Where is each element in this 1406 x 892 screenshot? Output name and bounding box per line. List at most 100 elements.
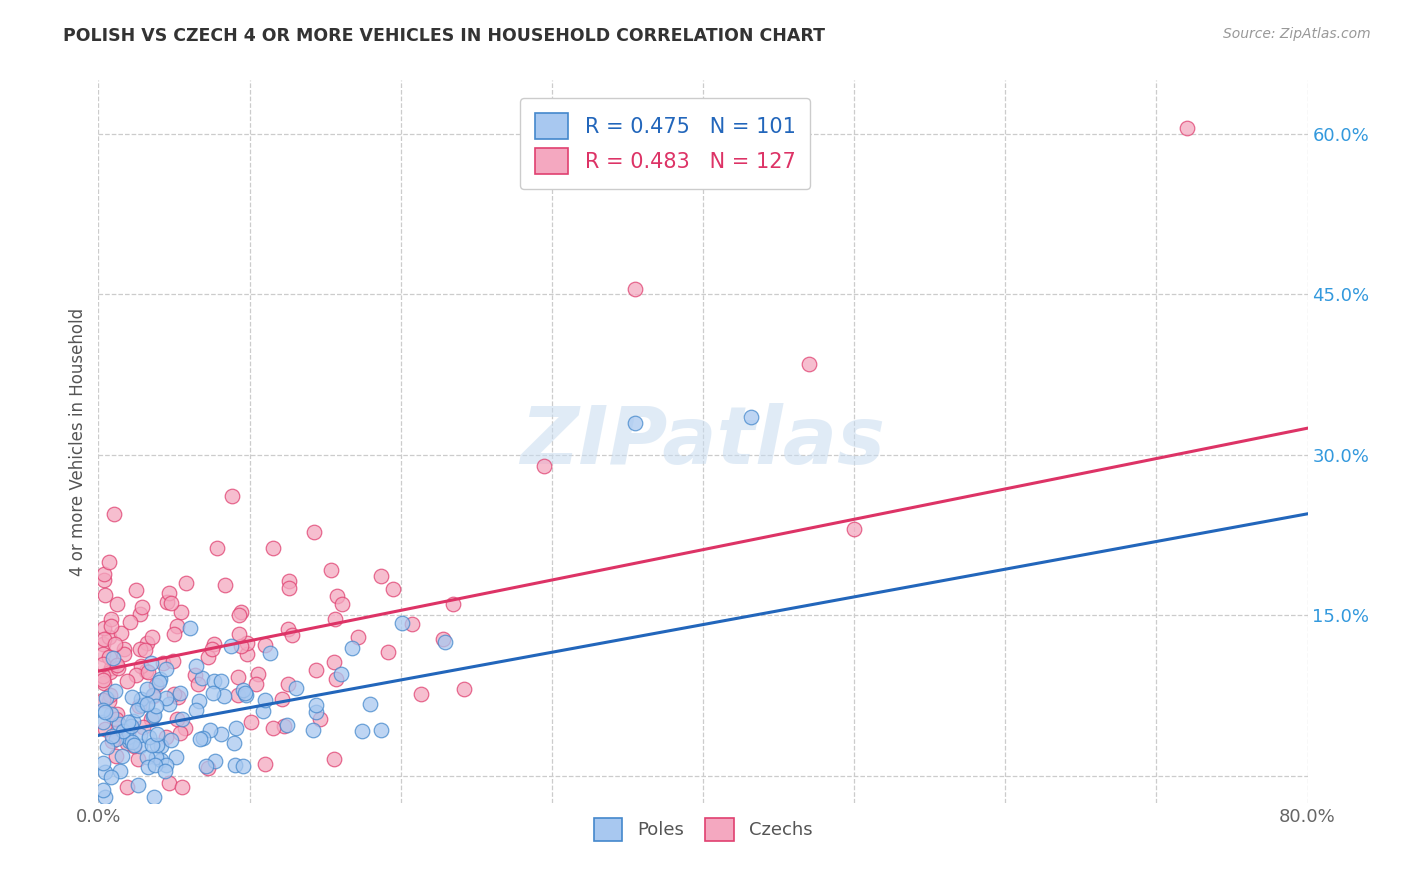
Point xyxy=(91,657,114,671)
Point xyxy=(93,573,115,587)
Point xyxy=(146,727,169,741)
Point xyxy=(233,686,256,700)
Point xyxy=(225,721,247,735)
Point xyxy=(107,706,129,721)
Point xyxy=(166,619,188,633)
Point xyxy=(93,676,115,690)
Point xyxy=(232,683,254,698)
Point xyxy=(330,597,353,611)
Point xyxy=(105,658,128,673)
Point xyxy=(276,717,298,731)
Point xyxy=(93,567,115,582)
Point xyxy=(219,639,242,653)
Point xyxy=(322,655,344,669)
Point xyxy=(165,749,187,764)
Point xyxy=(231,640,253,654)
Point xyxy=(231,605,253,619)
Text: POLISH VS CZECH 4 OR MORE VEHICLES IN HOUSEHOLD CORRELATION CHART: POLISH VS CZECH 4 OR MORE VEHICLES IN HO… xyxy=(63,27,825,45)
Point xyxy=(107,661,129,675)
Point xyxy=(305,663,328,677)
Point xyxy=(201,686,224,700)
Point xyxy=(197,650,219,665)
Point xyxy=(377,645,399,659)
Point xyxy=(740,410,762,425)
Point xyxy=(184,702,207,716)
Point xyxy=(197,761,219,775)
Point xyxy=(163,626,186,640)
Point xyxy=(624,282,647,296)
Point xyxy=(115,673,138,688)
Point xyxy=(132,720,155,734)
Point xyxy=(200,723,222,737)
Point xyxy=(305,705,328,719)
Point xyxy=(115,736,138,750)
Point xyxy=(624,416,647,430)
Point xyxy=(169,686,191,700)
Point xyxy=(159,732,181,747)
Point xyxy=(91,693,114,707)
Point xyxy=(277,582,299,596)
Point xyxy=(145,750,167,764)
Point xyxy=(100,770,122,784)
Point xyxy=(108,764,131,778)
Point xyxy=(128,739,150,754)
Point xyxy=(155,730,177,744)
Point xyxy=(224,757,246,772)
Point xyxy=(235,689,257,703)
Point xyxy=(170,780,193,794)
Point xyxy=(100,661,122,675)
Point xyxy=(121,714,143,729)
Point xyxy=(150,753,173,767)
Point xyxy=(91,637,114,651)
Point xyxy=(146,738,169,752)
Point xyxy=(323,612,346,626)
Point xyxy=(155,662,177,676)
Point xyxy=(101,734,124,748)
Point xyxy=(100,707,122,722)
Point xyxy=(118,734,141,748)
Point xyxy=(145,678,167,692)
Point xyxy=(135,750,157,764)
Point xyxy=(391,616,413,631)
Point xyxy=(125,667,148,681)
Point xyxy=(94,706,117,720)
Point xyxy=(143,757,166,772)
Point xyxy=(112,641,135,656)
Point xyxy=(121,690,143,705)
Point xyxy=(134,642,156,657)
Point xyxy=(280,628,302,642)
Point xyxy=(246,667,269,681)
Point xyxy=(127,752,149,766)
Point xyxy=(370,723,392,738)
Point xyxy=(93,722,115,736)
Point xyxy=(323,752,346,766)
Point xyxy=(129,659,152,673)
Point xyxy=(117,726,139,740)
Point xyxy=(125,583,148,598)
Point xyxy=(214,689,236,703)
Point xyxy=(142,689,165,703)
Point xyxy=(160,596,183,610)
Point xyxy=(170,606,193,620)
Point xyxy=(115,780,138,794)
Point xyxy=(94,588,117,602)
Point xyxy=(226,670,249,684)
Point xyxy=(174,575,197,590)
Point xyxy=(122,739,145,754)
Point xyxy=(136,636,159,650)
Point xyxy=(105,731,128,746)
Point xyxy=(125,703,148,717)
Point xyxy=(93,783,115,797)
Point xyxy=(433,635,456,649)
Point xyxy=(167,690,190,705)
Point xyxy=(129,728,152,742)
Point xyxy=(342,641,364,656)
Point xyxy=(136,698,159,712)
Point xyxy=(209,673,232,688)
Point xyxy=(278,574,301,588)
Point xyxy=(104,637,127,651)
Point xyxy=(370,569,392,583)
Point xyxy=(270,691,292,706)
Text: ZIPatlas: ZIPatlas xyxy=(520,402,886,481)
Point xyxy=(252,704,274,718)
